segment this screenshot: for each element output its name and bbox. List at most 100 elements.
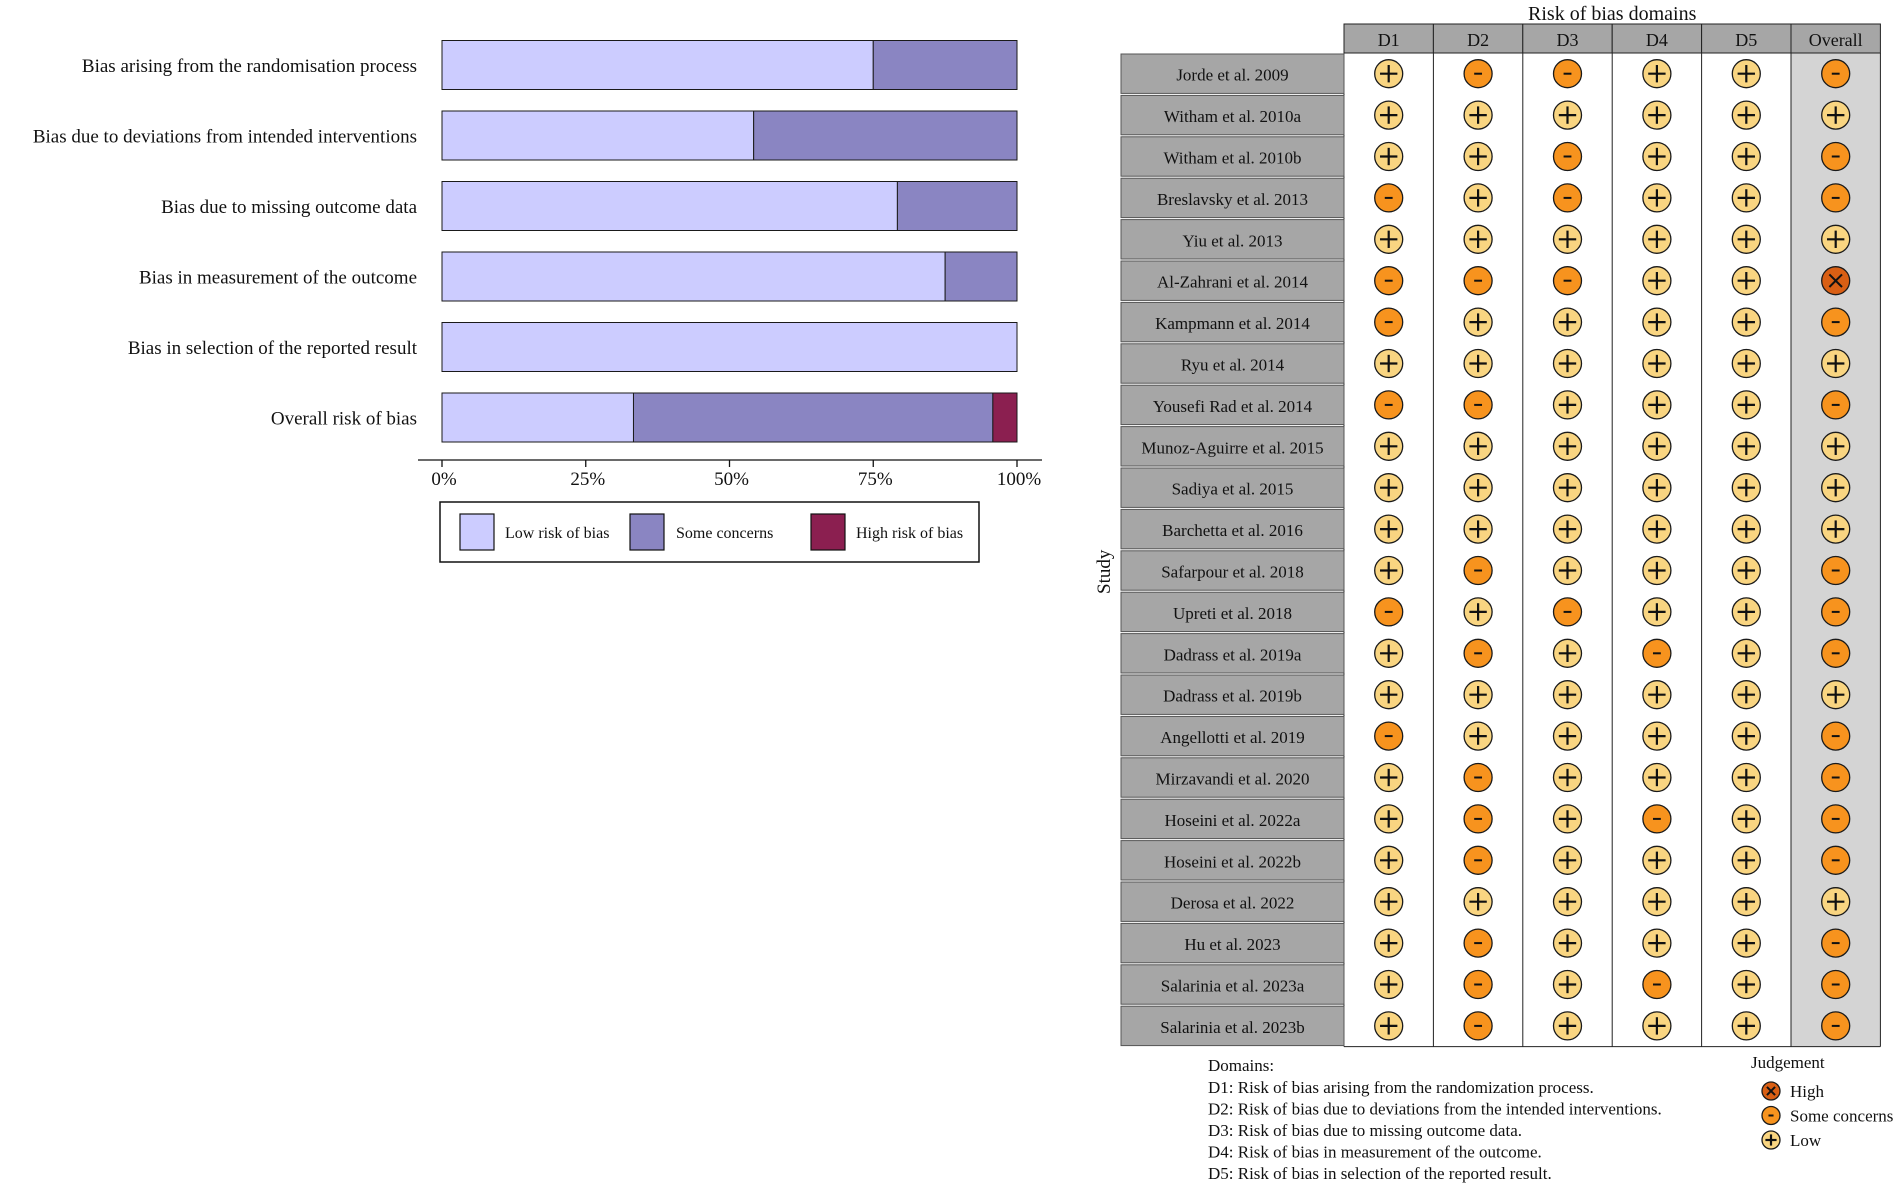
study-label-cell <box>1120 757 1345 798</box>
domain-header-label: D3 <box>1557 30 1579 50</box>
study-name: Breslavsky et al. 2013 <box>1157 190 1308 209</box>
study-label-cell <box>1120 53 1345 94</box>
domain-header-label: D1 <box>1378 30 1400 50</box>
study-name: Hoseini et al. 2022a <box>1165 811 1301 830</box>
bar-segment-high <box>992 392 1018 443</box>
bar-segment-some <box>872 40 1018 90</box>
y-axis-label: Study <box>1094 549 1115 594</box>
study-label-cell <box>1120 94 1345 136</box>
study-label-cell <box>1120 715 1345 757</box>
study-label-cell <box>1120 674 1345 715</box>
domains-note-line: D1: Risk of bias arising from the random… <box>1208 1078 1594 1097</box>
domain-header-label: D5 <box>1735 30 1757 50</box>
x-tick-label: 0% <box>431 469 457 490</box>
domain-header-label: D2 <box>1467 30 1489 50</box>
domain-header-cell <box>1701 23 1792 54</box>
study-name: Dadrass et al. 2019a <box>1164 645 1302 664</box>
legend-swatch-high <box>810 513 846 551</box>
x-tick-label: 50% <box>714 469 749 490</box>
study-name: Barchetta et al. 2016 <box>1162 521 1303 540</box>
domains-note-line: D5: Risk of bias in selection of the rep… <box>1208 1164 1552 1183</box>
study-name: Safarpour et al. 2018 <box>1161 563 1304 582</box>
study-name: Witham et al. 2010b <box>1163 149 1301 168</box>
bar-segment-low <box>441 40 874 90</box>
study-label-cell <box>1120 964 1345 1005</box>
domain-header-label: D4 <box>1646 30 1668 50</box>
table-title: Risk of bias domains <box>1528 3 1697 25</box>
study-label-cell <box>1120 467 1345 508</box>
study-name: Derosa et al. 2022 <box>1171 894 1295 913</box>
study-label-cell <box>1120 260 1345 301</box>
bar-category-label: Bias in selection of the reported result <box>128 338 418 359</box>
study-label-cell <box>1120 1005 1345 1047</box>
judgement-legend-title: Judgement <box>1751 1053 1825 1072</box>
study-name: Angellotti et al. 2019 <box>1160 728 1304 747</box>
bar-segment-low <box>441 392 634 443</box>
legend-swatch-low <box>459 513 495 551</box>
domains-note-line: D4: Risk of bias in measurement of the o… <box>1208 1143 1542 1162</box>
study-label-cell <box>1120 550 1345 591</box>
judgement-cross-b <box>1828 273 1843 288</box>
study-name: Ryu et al. 2014 <box>1181 356 1285 375</box>
domain-header-cell <box>1611 23 1703 54</box>
x-tick-label: 100% <box>997 469 1042 490</box>
bar-legend-box <box>439 501 980 563</box>
judgement-legend-label: High <box>1790 1082 1825 1101</box>
x-tick-label: 25% <box>570 469 605 490</box>
study-label-cell <box>1120 177 1345 219</box>
legend-label: Some concerns <box>676 525 773 542</box>
bar-category-label: Bias due to missing outcome data <box>161 197 418 218</box>
study-label-cell <box>1120 840 1345 881</box>
legend-cross-b <box>1766 1086 1776 1096</box>
bar-segment-some <box>753 110 1018 161</box>
study-name: Hu et al. 2023 <box>1184 935 1280 954</box>
study-label-cell <box>1120 301 1345 343</box>
bar-segment-low <box>441 322 1018 372</box>
bar-category-label: Bias in measurement of the outcome <box>139 268 417 289</box>
bar-segment-low <box>441 110 755 161</box>
study-label-cell <box>1120 343 1345 384</box>
bar-category-label: Bias arising from the randomisation proc… <box>82 56 417 77</box>
study-name: Kampmann et al. 2014 <box>1155 314 1310 333</box>
study-label-cell <box>1120 591 1345 633</box>
bar-segment-some <box>944 251 1018 302</box>
domain-header-cell <box>1790 23 1881 54</box>
study-label-cell <box>1120 922 1345 964</box>
study-name: Sadiya et al. 2015 <box>1172 480 1294 499</box>
study-name: Munoz-Aguirre et al. 2015 <box>1141 438 1323 457</box>
study-label-cell <box>1120 881 1345 922</box>
legend-label: Low risk of bias <box>505 525 609 542</box>
x-tick-label: 75% <box>858 469 893 490</box>
study-name: Al-Zahrani et al. 2014 <box>1157 273 1309 292</box>
bar-segment-some <box>632 392 994 443</box>
domain-header-cell <box>1522 23 1613 54</box>
bar-segment-low <box>441 251 946 302</box>
study-label-cell <box>1120 426 1345 467</box>
judgement-legend-label: Low <box>1790 1131 1822 1150</box>
study-label-cell <box>1120 136 1345 177</box>
study-name: Witham et al. 2010a <box>1164 107 1302 126</box>
study-label-cell <box>1120 633 1345 674</box>
study-name: Hoseini et al. 2022b <box>1164 852 1301 871</box>
bar-category-label: Overall risk of bias <box>271 409 417 430</box>
study-name: Salarinia et al. 2023b <box>1160 1018 1304 1037</box>
bar-category-label: Bias due to deviations from intended int… <box>33 127 417 148</box>
study-name: Upreti et al. 2018 <box>1173 604 1292 623</box>
study-name: Yiu et al. 2013 <box>1182 231 1282 250</box>
study-label-cell <box>1120 508 1345 550</box>
bar-segment-some <box>896 181 1018 231</box>
study-name: Yousefi Rad et al. 2014 <box>1153 397 1313 416</box>
bar-segment-low <box>441 181 898 231</box>
domains-note-title: Domains: <box>1208 1056 1274 1075</box>
study-name: Mirzavandi et al. 2020 <box>1156 770 1310 789</box>
study-label-cell <box>1120 798 1345 840</box>
study-label-cell <box>1120 384 1345 426</box>
domain-header-label: Overall <box>1809 30 1863 50</box>
legend-label: High risk of bias <box>856 525 963 542</box>
study-name: Salarinia et al. 2023a <box>1161 977 1305 996</box>
study-label-cell <box>1120 219 1345 260</box>
domains-note-line: D3: Risk of bias due to missing outcome … <box>1208 1121 1522 1140</box>
judgement-legend-label: Some concerns <box>1790 1107 1893 1126</box>
